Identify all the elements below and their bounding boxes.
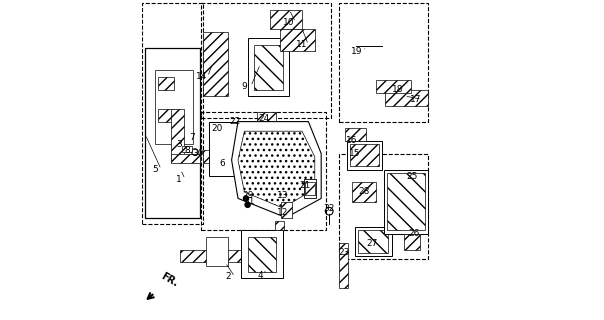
Polygon shape (387, 173, 425, 230)
Text: 1: 1 (176, 175, 182, 184)
Text: 10: 10 (283, 18, 295, 27)
Text: 19: 19 (351, 47, 362, 56)
Text: 32: 32 (324, 204, 335, 212)
Text: 6: 6 (219, 159, 225, 168)
Polygon shape (241, 230, 283, 278)
Text: 29: 29 (242, 191, 253, 200)
Circle shape (245, 202, 250, 207)
Polygon shape (352, 182, 376, 202)
Polygon shape (347, 141, 382, 170)
Polygon shape (376, 80, 411, 93)
Polygon shape (158, 77, 174, 90)
Polygon shape (350, 144, 379, 166)
Polygon shape (254, 45, 283, 90)
Polygon shape (248, 38, 289, 96)
Circle shape (243, 196, 249, 201)
Text: 26: 26 (408, 229, 420, 238)
Polygon shape (270, 10, 302, 29)
Text: 7: 7 (188, 133, 194, 142)
Polygon shape (280, 29, 315, 51)
Text: 8: 8 (184, 146, 190, 155)
Text: 28: 28 (359, 188, 370, 196)
Text: 14: 14 (196, 72, 207, 81)
Polygon shape (231, 122, 321, 218)
Polygon shape (248, 237, 277, 272)
Polygon shape (171, 109, 184, 160)
Text: FR.: FR. (159, 271, 180, 288)
Polygon shape (203, 150, 251, 163)
Polygon shape (182, 146, 191, 152)
Polygon shape (281, 202, 292, 218)
Text: 24: 24 (258, 114, 269, 123)
Text: 27: 27 (367, 239, 378, 248)
Polygon shape (145, 48, 199, 218)
Polygon shape (238, 131, 315, 208)
Text: 21: 21 (300, 181, 311, 190)
Polygon shape (155, 70, 193, 144)
Polygon shape (304, 179, 316, 198)
Polygon shape (257, 112, 277, 128)
Text: 16: 16 (346, 136, 358, 145)
Text: 18: 18 (392, 85, 403, 94)
Text: 5: 5 (152, 165, 158, 174)
Text: 9: 9 (242, 82, 247, 91)
Polygon shape (171, 154, 199, 163)
Text: 11: 11 (296, 40, 308, 49)
Text: 3: 3 (176, 140, 182, 148)
Polygon shape (385, 90, 428, 106)
Polygon shape (405, 234, 420, 250)
Text: 4: 4 (257, 271, 263, 280)
Polygon shape (339, 243, 349, 288)
Text: 25: 25 (406, 172, 418, 180)
Text: 30: 30 (192, 149, 204, 158)
Text: 31: 31 (243, 197, 255, 206)
Polygon shape (203, 32, 228, 96)
Text: 12: 12 (277, 208, 289, 217)
Text: 15: 15 (349, 149, 361, 158)
Text: 13: 13 (277, 191, 289, 200)
Polygon shape (181, 250, 283, 262)
Polygon shape (355, 227, 391, 256)
Polygon shape (275, 221, 284, 230)
Polygon shape (305, 182, 315, 195)
Polygon shape (345, 128, 366, 141)
Polygon shape (209, 122, 241, 176)
Text: 23: 23 (338, 248, 349, 257)
Polygon shape (384, 170, 428, 234)
Polygon shape (358, 230, 388, 253)
Polygon shape (158, 109, 174, 122)
Text: 22: 22 (229, 117, 240, 126)
Text: 2: 2 (225, 272, 231, 281)
Text: 20: 20 (211, 124, 223, 132)
Text: 17: 17 (410, 95, 422, 104)
Polygon shape (206, 237, 228, 266)
